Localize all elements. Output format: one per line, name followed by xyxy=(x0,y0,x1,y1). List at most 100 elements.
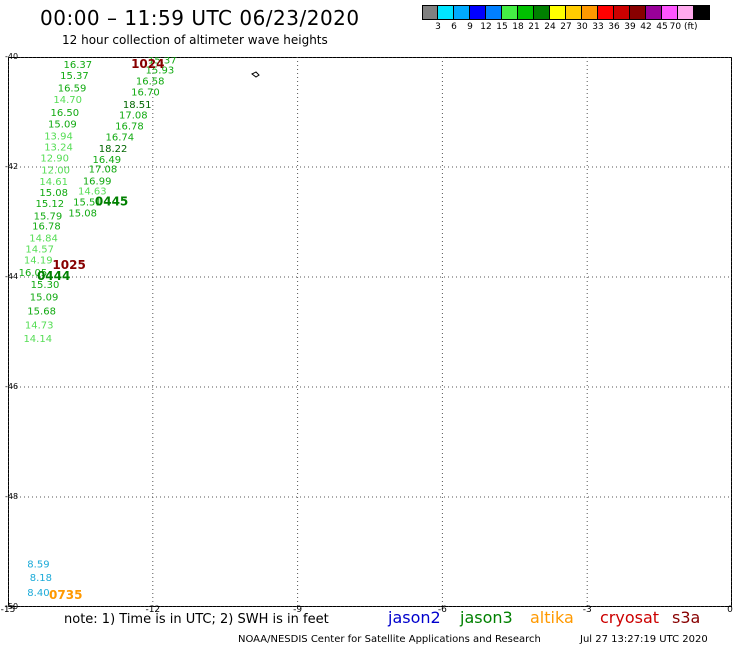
island-outline xyxy=(251,71,260,78)
pass-time-label: 0445 xyxy=(95,195,128,209)
map-frame xyxy=(8,57,732,607)
swh-label: 14.73 xyxy=(25,321,54,332)
swh-label: 14.57 xyxy=(25,244,54,255)
page-subtitle: 12 hour collection of altimeter wave hei… xyxy=(62,33,328,47)
swh-label: 14.14 xyxy=(23,334,52,345)
scale-label: 36 xyxy=(608,22,620,32)
scale-swatch xyxy=(662,5,678,20)
generated-timestamp: Jul 27 13:27:19 UTC 2020 xyxy=(580,634,708,645)
swh-label: 15.51 xyxy=(68,57,97,60)
swh-label: 16.50 xyxy=(50,108,79,119)
swh-label: 16.58 xyxy=(136,77,165,88)
y-tick: -48 xyxy=(5,492,19,501)
swh-label: 14.63 xyxy=(78,187,107,198)
satellite-legend-item: s3a xyxy=(672,608,701,627)
swh-label: 16.59 xyxy=(58,84,87,95)
scale-swatch xyxy=(630,5,646,20)
scale-label: 18 xyxy=(512,22,524,32)
x-tick: -3 xyxy=(582,605,592,615)
swh-label: 15.37 xyxy=(60,71,89,82)
swh-label: 16.70 xyxy=(131,88,160,99)
swh-label: 12.90 xyxy=(40,154,69,165)
scale-label: 21 xyxy=(528,22,540,32)
color-scale xyxy=(422,5,710,20)
scale-label: 42 xyxy=(640,22,652,32)
scale-swatch xyxy=(550,5,566,20)
swh-label: 15.68 xyxy=(27,306,56,317)
y-tick: -44 xyxy=(5,272,19,281)
satellite-legend-item: cryosat xyxy=(600,608,660,627)
scale-label: 70 (ft) xyxy=(669,22,698,32)
swh-label: 17.08 xyxy=(119,111,148,122)
scale-swatch xyxy=(598,5,614,20)
swh-label-altika: 8.40 xyxy=(27,588,49,599)
swh-label: 15.09 xyxy=(30,293,59,304)
satellite-legend-item: jason3 xyxy=(460,608,513,627)
swh-label-altika: 8.18 xyxy=(30,573,52,584)
swh-label: 15.12 xyxy=(36,199,65,210)
swh-label: 16.78 xyxy=(32,222,61,233)
satellite-legend-item: jason2 xyxy=(388,608,441,627)
x-tick: -6 xyxy=(437,605,447,615)
scale-label: 15 xyxy=(496,22,508,32)
swh-label: 14.19 xyxy=(24,255,53,266)
swh-label: 16.49 xyxy=(92,155,121,166)
y-tick: -42 xyxy=(5,162,19,171)
scale-swatch xyxy=(438,5,454,20)
scale-swatch xyxy=(486,5,502,20)
swh-label: 12.00 xyxy=(41,166,70,177)
x-tick: -15 xyxy=(0,605,16,615)
swh-label-altika: 8.59 xyxy=(27,559,49,570)
scale-swatch xyxy=(518,5,534,20)
page-title: 00:00 – 11:59 UTC 06/23/2020 xyxy=(40,6,360,30)
scale-swatch xyxy=(566,5,582,20)
pass-time-label: 0735 xyxy=(49,588,82,602)
scale-label: 33 xyxy=(592,22,604,32)
x-tick: -12 xyxy=(145,605,161,615)
swh-label: 17.08 xyxy=(89,165,118,176)
scale-swatch xyxy=(534,5,550,20)
pass-time-label: 1023 xyxy=(136,57,169,59)
scale-swatch xyxy=(502,5,518,20)
scale-swatch xyxy=(614,5,630,20)
scale-swatch xyxy=(694,5,710,20)
swh-label: 15.93 xyxy=(146,66,175,77)
swh-label: 16.37 xyxy=(64,60,93,71)
scale-label: 12 xyxy=(480,22,492,32)
y-tick: -50 xyxy=(5,602,19,611)
scale-label: 9 xyxy=(467,22,473,32)
swh-label: 13.24 xyxy=(44,143,73,154)
scale-swatch xyxy=(582,5,598,20)
scale-label: 27 xyxy=(560,22,572,32)
swh-label: 13.94 xyxy=(44,132,73,143)
swh-label: 15.79 xyxy=(34,211,63,222)
y-tick: -46 xyxy=(5,382,19,391)
swh-label: 18.22 xyxy=(99,144,128,155)
swh-label: 16.99 xyxy=(83,177,112,188)
scale-swatch xyxy=(470,5,486,20)
wave-height-map: 15.5116.3715.3716.5914.7016.5015.0913.94… xyxy=(8,57,732,607)
y-tick: -40 xyxy=(5,52,19,61)
pass-time-label: 1024 xyxy=(131,57,164,71)
scale-swatch xyxy=(646,5,662,20)
swh-label: 14.61 xyxy=(39,177,68,188)
scale-swatch xyxy=(678,5,694,20)
swh-label: 15.09 xyxy=(48,119,77,130)
scale-swatch xyxy=(422,5,438,20)
scale-label: 45 xyxy=(656,22,668,32)
swh-label: 16.74 xyxy=(105,133,134,144)
x-tick: -9 xyxy=(293,605,303,615)
swh-label: 18.51 xyxy=(123,100,152,111)
swh-label: 16.78 xyxy=(115,122,144,133)
credit-line: NOAA/NESDIS Center for Satellite Applica… xyxy=(238,634,541,645)
pass-time-label: 0444 xyxy=(37,269,70,283)
scale-label: 3 xyxy=(435,22,441,32)
scale-label: 24 xyxy=(544,22,556,32)
swh-label: 15.30 xyxy=(31,280,60,291)
satellite-legend-item: altika xyxy=(530,608,574,627)
scale-label: 39 xyxy=(624,22,636,32)
swh-label: 14.70 xyxy=(53,95,82,106)
swh-label: 15.51 xyxy=(73,198,102,209)
pass-time-label: 1025 xyxy=(52,258,85,272)
swh-label: 15.08 xyxy=(68,209,97,220)
